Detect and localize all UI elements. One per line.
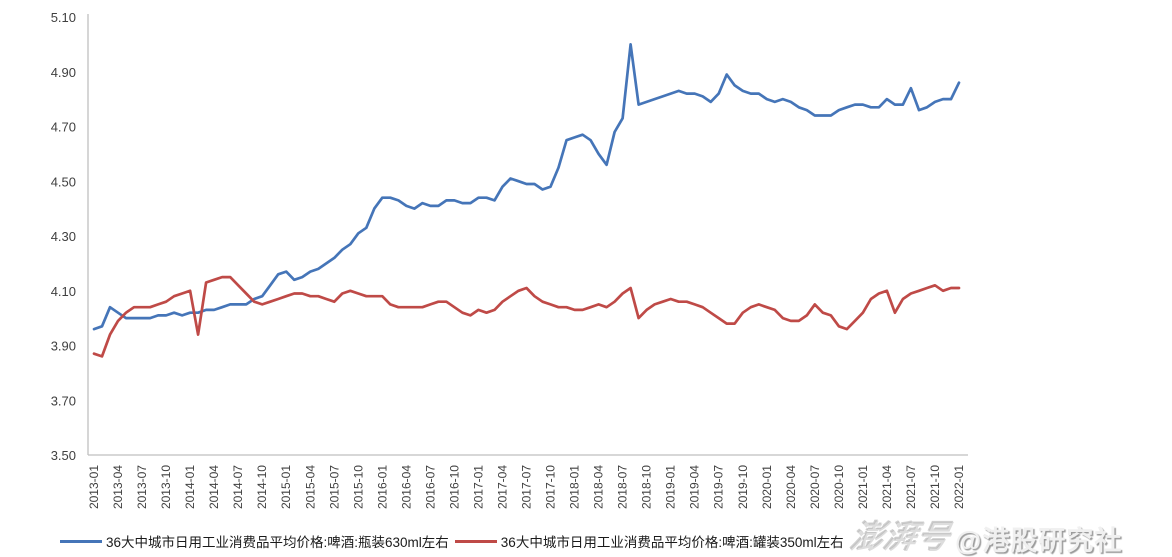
legend-line-sample-red (454, 539, 497, 543)
x-tick-label: 2020-04 (784, 465, 798, 509)
x-tick-label: 2014-01 (183, 465, 197, 509)
x-tick-label: 2015-10 (351, 465, 365, 509)
chart-legend: 36大中城市日用工业消费品平均价格:啤酒:瓶装630ml左右 36大中城市日用工… (60, 531, 850, 551)
x-tick-label: 2015-04 (303, 465, 317, 509)
x-tick-label: 2017-07 (520, 465, 534, 509)
x-tick-label: 2019-04 (688, 465, 702, 509)
x-tick-label: 2019-01 (664, 465, 678, 509)
x-tick-label: 2020-07 (808, 465, 822, 509)
x-tick-label: 2015-01 (279, 465, 293, 509)
x-tick-label: 2013-07 (135, 465, 149, 509)
legend-item-bottled: 36大中城市日用工业消费品平均价格:啤酒:瓶装630ml左右 (60, 531, 449, 551)
x-tick-label: 2018-07 (616, 465, 630, 509)
x-tick-label: 2018-04 (592, 465, 606, 509)
x-tick-label: 2016-04 (399, 465, 413, 509)
x-tick-label: 2020-01 (760, 465, 774, 509)
x-tick-label: 2013-01 (87, 465, 101, 509)
y-tick-label: 4.50 (51, 174, 76, 189)
series-line-1 (92, 275, 961, 358)
x-tick-label: 2018-01 (568, 465, 582, 509)
x-tick-label: 2014-10 (255, 465, 269, 509)
x-tick-label: 2021-07 (904, 465, 918, 509)
x-tick-label: 2021-10 (928, 465, 942, 509)
y-tick-label: 3.70 (51, 393, 76, 408)
x-tick-label: 2022-01 (952, 465, 966, 509)
x-tick-label: 2016-10 (447, 465, 461, 509)
legend-label-bottled: 36大中城市日用工业消费品平均价格:啤酒:瓶装630ml左右 (106, 535, 449, 550)
x-tick-label: 2019-10 (736, 465, 750, 509)
x-tick-label: 2021-01 (856, 465, 870, 509)
x-tick-label: 2021-04 (880, 465, 894, 509)
x-tick-label: 2016-07 (423, 465, 437, 509)
y-tick-label: 4.90 (51, 65, 76, 80)
series-line-0 (92, 43, 961, 331)
x-tick-label: 2017-10 (544, 465, 558, 509)
legend-item-canned: 36大中城市日用工业消费品平均价格:啤酒:罐装350ml左右 (454, 531, 844, 551)
x-tick-label: 2013-10 (159, 465, 173, 509)
y-tick-label: 4.30 (51, 229, 76, 244)
y-tick-label: 3.90 (51, 339, 76, 354)
x-tick-label: 2019-07 (712, 465, 726, 509)
legend-label-canned: 36大中城市日用工业消费品平均价格:啤酒:罐装350ml左右 (500, 535, 844, 550)
y-tick-label: 5.10 (51, 10, 76, 25)
x-tick-label: 2016-01 (375, 465, 389, 509)
x-tick-label: 2017-01 (471, 465, 485, 509)
x-tick-label: 2013-04 (111, 465, 125, 509)
x-tick-label: 2018-10 (640, 465, 654, 509)
x-tick-label: 2015-07 (327, 465, 341, 509)
x-tick-label: 2017-04 (495, 465, 509, 509)
y-tick-label: 4.70 (51, 120, 76, 135)
y-tick-label: 4.10 (51, 284, 76, 299)
x-tick-label: 2014-07 (231, 465, 245, 509)
y-tick-label: 3.50 (51, 448, 76, 463)
legend-line-sample-blue (60, 539, 102, 543)
x-tick-label: 2020-10 (832, 465, 846, 509)
x-tick-label: 2014-04 (207, 465, 221, 509)
